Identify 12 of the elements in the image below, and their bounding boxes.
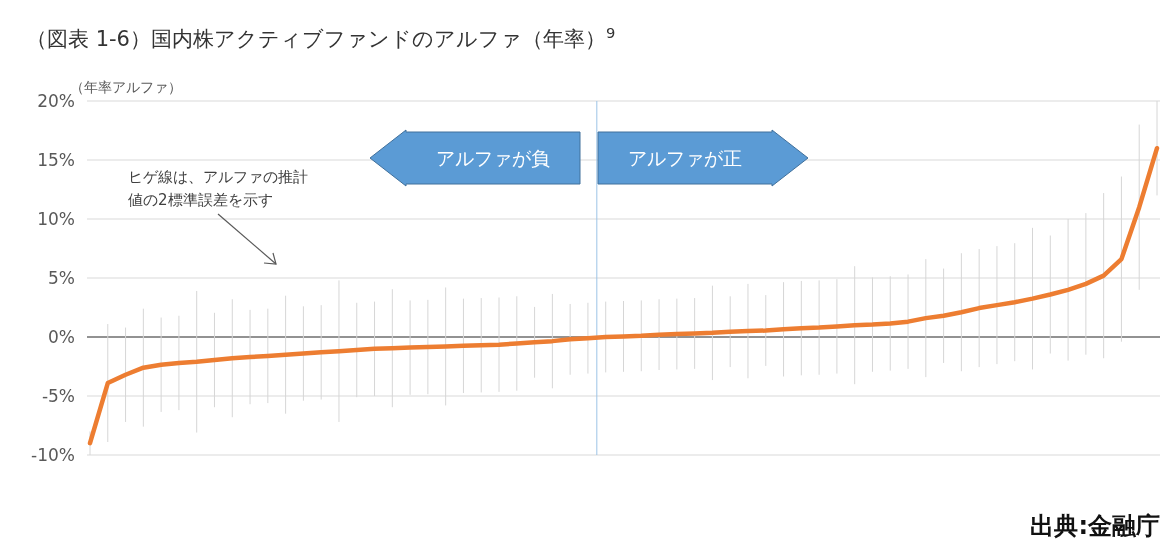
y-tick-label: 0% [48,326,75,347]
y-tick-label: -10% [31,444,75,465]
annotation: ヒゲ線は、アルファの推計値の2標準誤差を示す [128,168,308,209]
y-tick-label: 10% [37,208,75,229]
chart-title: （図表 1-6）国内株アクティブファンドのアルファ（年率）$^{9}$ [26,23,616,51]
y-tick-label: -5% [41,385,75,406]
line-series [87,145,1160,446]
source-note: 出典:金融庁 [1030,512,1160,540]
annotation: アルファが正 [628,146,742,169]
y-tick-label: 5% [48,267,75,288]
annotation: アルファが負 [436,146,550,169]
y-tick-label: 15% [37,149,75,170]
